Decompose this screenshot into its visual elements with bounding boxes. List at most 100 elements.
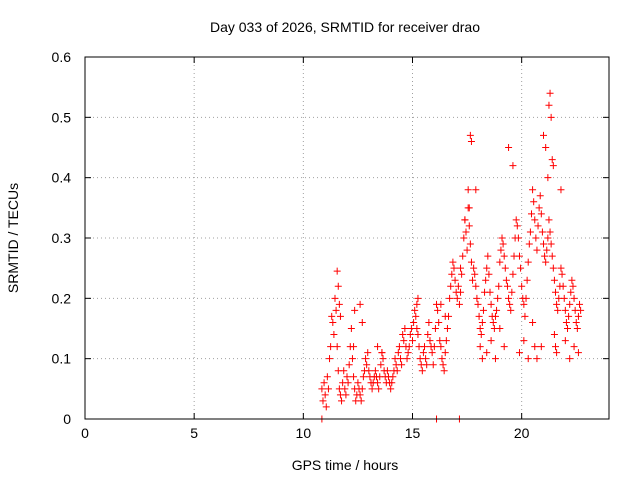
data-point bbox=[459, 252, 467, 260]
data-point bbox=[441, 349, 449, 357]
data-point bbox=[517, 264, 525, 272]
data-point bbox=[358, 318, 366, 326]
data-point bbox=[319, 397, 327, 405]
data-point bbox=[501, 264, 509, 272]
data-point bbox=[441, 312, 449, 320]
data-point bbox=[329, 318, 337, 326]
axis-ticks: 0 5 10 15 20 0 0.1 0.2 0.3 0.4 0.5 0.6 bbox=[52, 49, 609, 441]
data-point bbox=[576, 300, 584, 308]
data-point bbox=[541, 252, 549, 260]
x-tick-label: 5 bbox=[190, 425, 198, 441]
data-point bbox=[327, 343, 335, 351]
data-point bbox=[330, 331, 338, 339]
data-point bbox=[453, 294, 461, 302]
data-point bbox=[418, 367, 426, 375]
data-point bbox=[368, 385, 376, 393]
data-point bbox=[577, 306, 585, 314]
data-point bbox=[465, 222, 473, 230]
data-point bbox=[513, 222, 521, 230]
data-point bbox=[508, 288, 516, 296]
data-point bbox=[365, 367, 373, 375]
data-point bbox=[522, 294, 530, 302]
data-point bbox=[448, 270, 456, 278]
data-point bbox=[472, 282, 480, 290]
data-point bbox=[538, 228, 546, 236]
data-point bbox=[429, 361, 437, 369]
data-point bbox=[426, 337, 434, 345]
data-point bbox=[400, 337, 408, 345]
data-point bbox=[569, 282, 577, 290]
x-axis-label: GPS time / hours bbox=[292, 457, 399, 473]
data-point bbox=[518, 282, 526, 290]
data-point bbox=[364, 349, 372, 357]
data-point bbox=[340, 367, 348, 375]
data-point bbox=[342, 391, 350, 399]
y-tick-label: 0.1 bbox=[52, 351, 72, 367]
data-point bbox=[412, 312, 420, 320]
data-point bbox=[524, 355, 532, 363]
data-point bbox=[462, 228, 470, 236]
data-point bbox=[515, 349, 523, 357]
data-point bbox=[491, 355, 499, 363]
data-point bbox=[498, 234, 506, 242]
data-point bbox=[331, 294, 339, 302]
data-point bbox=[333, 267, 341, 275]
data-point bbox=[552, 343, 560, 351]
data-point bbox=[437, 343, 445, 351]
x-tick-label: 20 bbox=[514, 425, 530, 441]
data-point bbox=[573, 325, 581, 332]
data-point bbox=[487, 300, 495, 308]
data-point bbox=[542, 258, 550, 266]
data-point bbox=[358, 385, 366, 393]
data-point bbox=[363, 361, 371, 369]
data-point bbox=[520, 337, 528, 345]
data-point bbox=[424, 331, 432, 339]
data-point bbox=[344, 379, 352, 387]
data-point bbox=[469, 276, 477, 284]
data-point bbox=[550, 276, 558, 284]
data-point bbox=[478, 318, 486, 326]
data-point bbox=[485, 270, 493, 278]
data-point bbox=[450, 264, 458, 272]
data-point bbox=[489, 318, 497, 326]
data-point bbox=[438, 355, 446, 363]
data-point bbox=[496, 258, 504, 266]
data-point bbox=[476, 343, 484, 351]
data-point bbox=[374, 379, 382, 387]
data-point bbox=[434, 306, 442, 314]
data-point bbox=[439, 361, 447, 369]
data-point bbox=[357, 397, 365, 405]
data-point bbox=[529, 318, 537, 326]
x-tick-label: 10 bbox=[296, 425, 312, 441]
data-point bbox=[477, 331, 485, 339]
data-point bbox=[387, 385, 395, 393]
data-point bbox=[559, 282, 567, 290]
data-point bbox=[338, 397, 346, 405]
data-point bbox=[343, 373, 351, 381]
data-point bbox=[351, 306, 359, 314]
data-point bbox=[457, 288, 465, 296]
data-point bbox=[413, 300, 421, 308]
data-points bbox=[318, 89, 585, 423]
data-point bbox=[356, 300, 364, 308]
data-point bbox=[409, 337, 416, 345]
data-point bbox=[521, 312, 529, 320]
data-point bbox=[430, 343, 438, 351]
data-point bbox=[406, 331, 414, 339]
data-point bbox=[328, 312, 336, 320]
data-point bbox=[566, 355, 574, 363]
data-point bbox=[442, 337, 450, 345]
data-point bbox=[465, 204, 473, 212]
data-point bbox=[475, 312, 483, 320]
data-point bbox=[383, 367, 391, 375]
y-tick-label: 0 bbox=[63, 411, 71, 427]
data-point bbox=[512, 216, 520, 224]
data-point bbox=[547, 240, 555, 248]
data-point bbox=[375, 385, 383, 393]
data-point bbox=[356, 391, 364, 399]
data-point bbox=[543, 246, 551, 254]
data-point bbox=[410, 318, 418, 326]
data-point bbox=[467, 258, 475, 266]
data-point bbox=[321, 391, 329, 399]
data-point bbox=[497, 246, 505, 254]
